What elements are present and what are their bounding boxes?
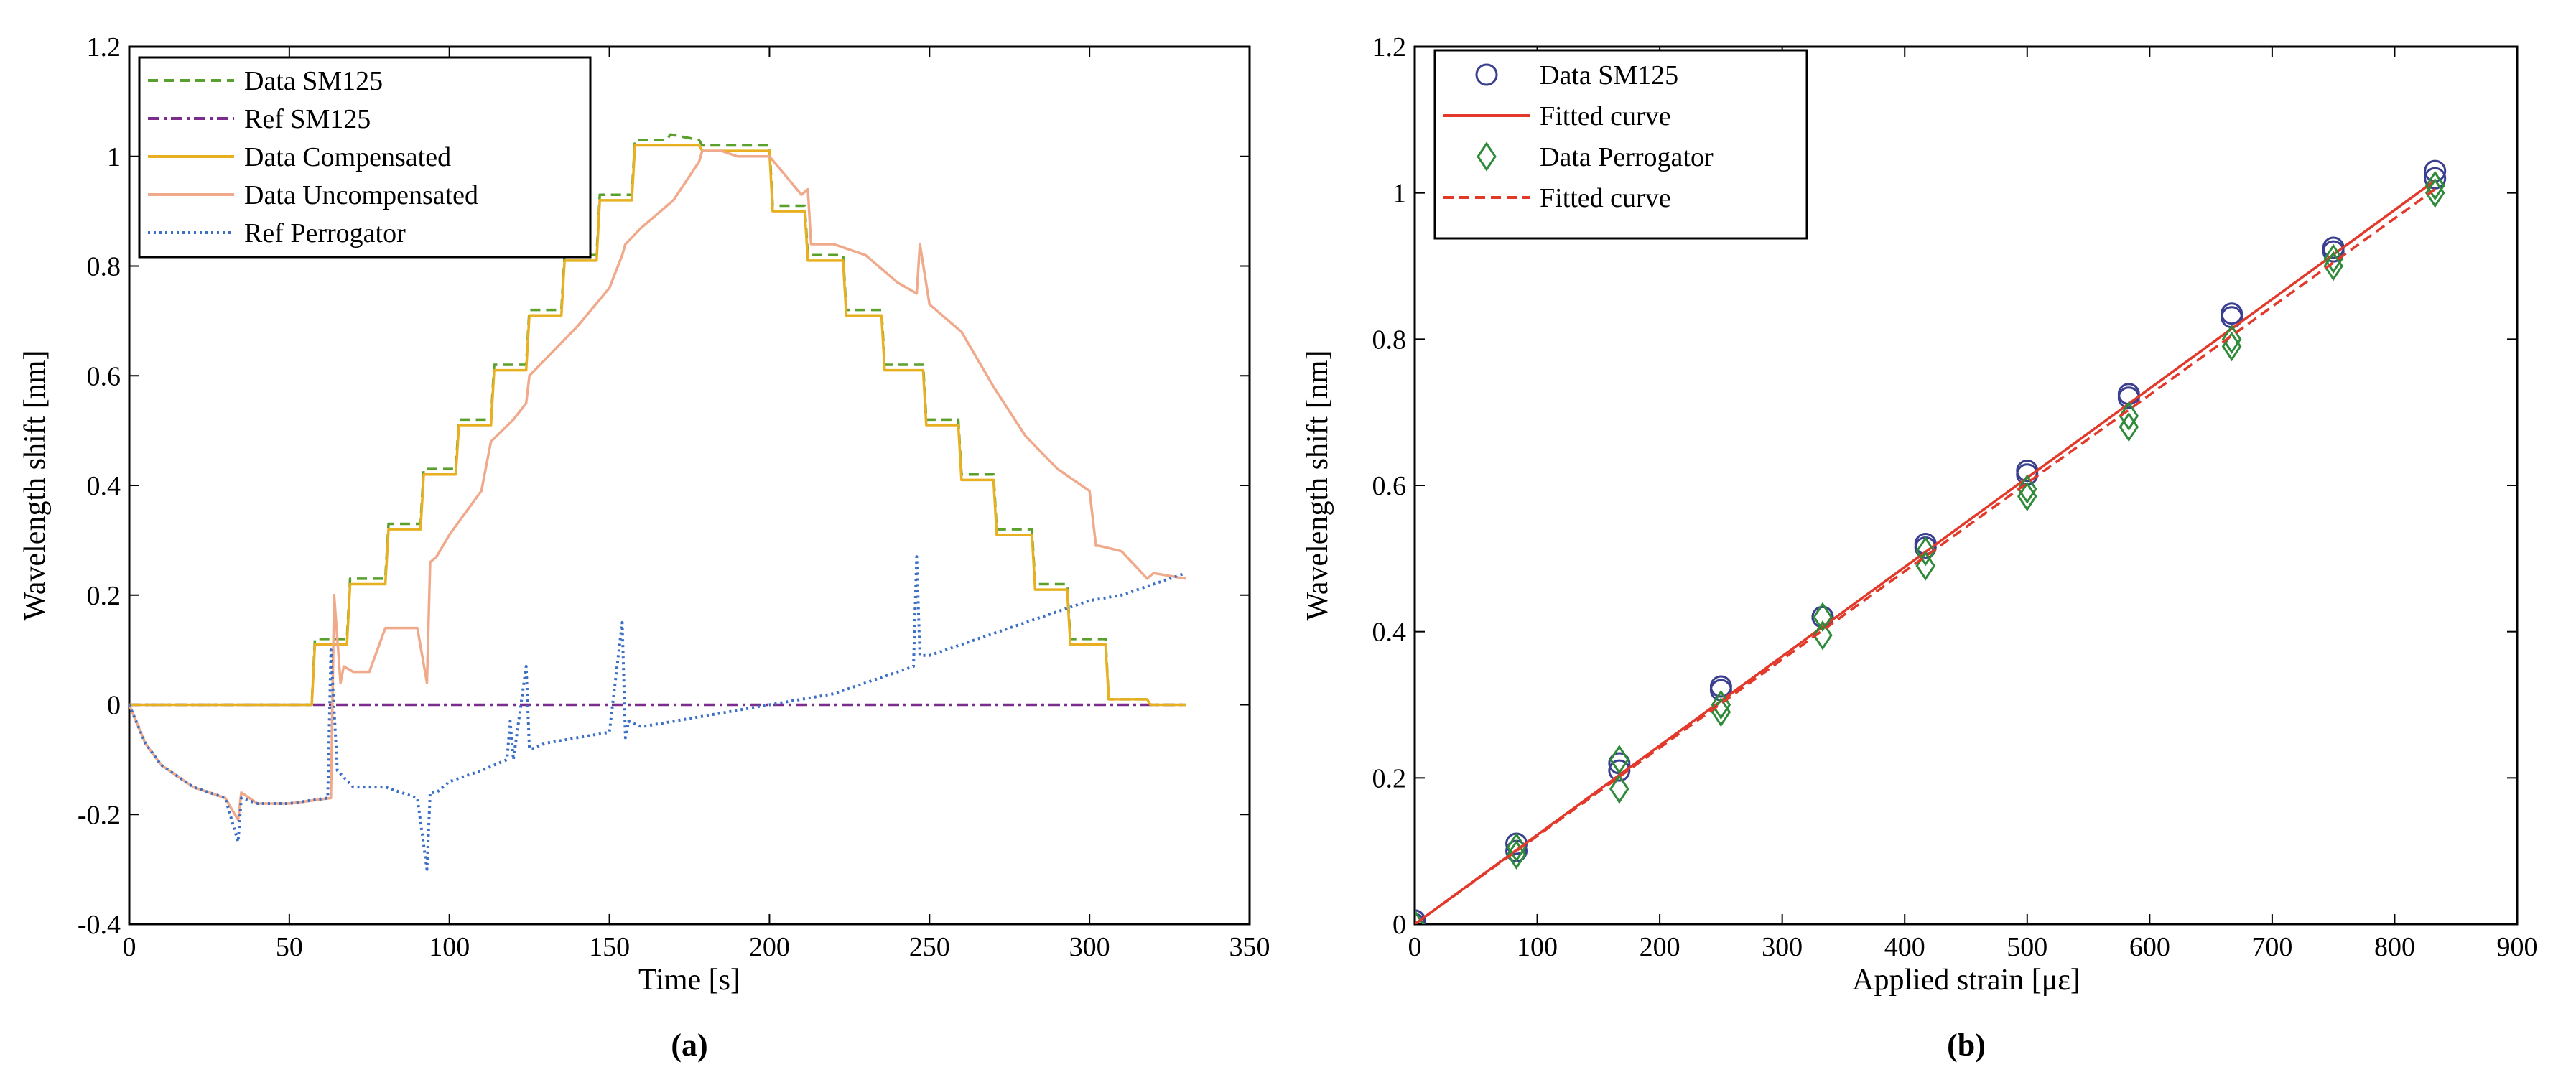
b-y-tick-label: 0.2 bbox=[1372, 763, 1407, 793]
b-x-tick-label: 700 bbox=[2251, 932, 2292, 962]
panel-b-chart: 0 100 200 300 400 500 600 700 800 900 0 0.2 0.4 0.6 0.… bbox=[1301, 32, 2538, 1063]
a-x-tick-label: 350 bbox=[1229, 932, 1270, 962]
a-y-tick-label: 0.2 bbox=[87, 581, 121, 611]
b-point-data-sm125 bbox=[2424, 167, 2447, 190]
a-y-tick-label: -0.2 bbox=[78, 800, 121, 830]
a-x-tick-label: 100 bbox=[429, 932, 470, 962]
panel-a-y-axis-label: Wavelength shift [nm] bbox=[19, 350, 52, 621]
a-legend-label: Data Compensated bbox=[244, 142, 451, 172]
b-point-data-perrogator bbox=[1506, 832, 1527, 862]
a-legend-label: Ref SM125 bbox=[244, 104, 371, 134]
a-y-tick-label: 0.4 bbox=[87, 471, 121, 501]
panel-a-legend: Data SM125 Ref SM125 Data Compensated Data … bbox=[138, 56, 592, 259]
b-y-tick-label: 0.8 bbox=[1372, 325, 1407, 355]
a-y-tick-label: 0.8 bbox=[87, 252, 121, 282]
panel-b-ticks: 0 100 200 300 400 500 600 700 800 900 0 0.2 0.4 0.6 0.… bbox=[1372, 32, 2538, 962]
a-line-ref-perrogator bbox=[129, 555, 1186, 871]
a-x-tick-label: 200 bbox=[749, 932, 790, 962]
a-x-tick-label: 50 bbox=[276, 932, 303, 962]
panel-a-chart: 0 50 100 150 200 250 300 350 -0.4 -0.2 0 0.2 0.4 0.6 0… bbox=[19, 32, 1270, 1063]
b-legend-swatch bbox=[1475, 63, 1498, 86]
panel-b-legend-box bbox=[1433, 49, 1808, 240]
b-x-tick-label: 900 bbox=[2497, 932, 2538, 962]
b-point-data-perrogator bbox=[1609, 773, 1629, 804]
a-legend-label: Data SM125 bbox=[244, 66, 383, 96]
b-point-data-perrogator bbox=[2119, 411, 2139, 442]
a-legend-label: Data Uncompensated bbox=[244, 180, 478, 210]
panel-b-y-axis-label: Wavelength shift [nm] bbox=[1301, 350, 1334, 621]
a-x-tick-label: 0 bbox=[123, 932, 136, 962]
a-line-data-uncompensated bbox=[129, 149, 1186, 821]
a-y-tick-label: -0.4 bbox=[78, 910, 121, 940]
b-y-tick-label: 0.6 bbox=[1372, 471, 1407, 501]
a-x-tick-label: 300 bbox=[1069, 932, 1110, 962]
b-point-data-perrogator bbox=[1609, 745, 1629, 775]
b-x-tick-label: 400 bbox=[1884, 932, 1925, 962]
panel-b-series bbox=[1415, 159, 2447, 924]
a-y-tick-label: 0.6 bbox=[87, 361, 121, 391]
b-y-tick-label: 0.4 bbox=[1372, 618, 1407, 648]
b-point-data-perrogator bbox=[2017, 474, 2037, 504]
b-x-tick-label: 600 bbox=[2129, 932, 2170, 962]
b-point-data-perrogator bbox=[1813, 620, 1833, 651]
b-legend-label: Fitted curve bbox=[1540, 183, 1671, 213]
b-point-data-perrogator bbox=[1915, 536, 1936, 567]
b-x-tick-label: 200 bbox=[1640, 932, 1680, 962]
panel-b-label: (b) bbox=[1947, 1028, 1986, 1063]
a-y-tick-label: 0 bbox=[107, 691, 121, 721]
b-point-data-sm125 bbox=[1415, 909, 1426, 924]
b-legend-label: Fitted curve bbox=[1540, 101, 1671, 131]
panel-b-legend: Data SM125 Fitted curve Data Perrogator Fit… bbox=[1433, 49, 1808, 240]
b-point-data-perrogator bbox=[2323, 243, 2343, 274]
b-x-tick-label: 300 bbox=[1762, 932, 1803, 962]
b-point-data-sm125 bbox=[1608, 759, 1631, 782]
b-point-data-perrogator bbox=[2221, 324, 2242, 355]
panel-b-x-axis-label: Applied strain [με] bbox=[1852, 964, 2080, 997]
b-y-tick-label: 1.2 bbox=[1372, 32, 1407, 62]
panel-a-ticks: 0 50 100 150 200 250 300 350 -0.4 -0.2 0 0.2 0.4 0.6 0… bbox=[78, 32, 1270, 962]
panel-a-x-axis-label: Time [s] bbox=[638, 964, 740, 997]
b-point-data-sm125 bbox=[1709, 675, 1732, 698]
b-point-data-perrogator bbox=[2119, 401, 2139, 431]
b-y-tick-label: 1 bbox=[1392, 179, 1406, 209]
b-point-data-sm125 bbox=[2221, 302, 2243, 325]
a-x-tick-label: 250 bbox=[909, 932, 950, 962]
b-point-data-perrogator bbox=[2424, 170, 2445, 201]
b-x-tick-label: 800 bbox=[2374, 932, 2415, 962]
panel-a-label: (a) bbox=[671, 1028, 707, 1063]
b-point-data-perrogator bbox=[1813, 602, 1833, 633]
a-line-data-compensated bbox=[129, 144, 1186, 707]
a-x-tick-label: 150 bbox=[589, 932, 630, 962]
panel-a-series bbox=[129, 133, 1186, 871]
b-x-tick-label: 500 bbox=[2007, 932, 2047, 962]
b-x-tick-label: 100 bbox=[1517, 932, 1558, 962]
a-y-tick-label: 1 bbox=[107, 142, 121, 172]
b-x-tick-label: 0 bbox=[1408, 932, 1422, 962]
a-y-tick-label: 1.2 bbox=[87, 32, 121, 62]
a-legend-label: Ref Perrogator bbox=[244, 218, 406, 248]
b-y-tick-label: 0 bbox=[1392, 910, 1406, 940]
b-legend-label: Data Perrogator bbox=[1540, 142, 1714, 172]
b-line-fitted-curve-dashed bbox=[1415, 188, 2436, 924]
b-legend-label: Data SM125 bbox=[1540, 60, 1678, 90]
b-legend-swatch bbox=[1477, 141, 1497, 172]
